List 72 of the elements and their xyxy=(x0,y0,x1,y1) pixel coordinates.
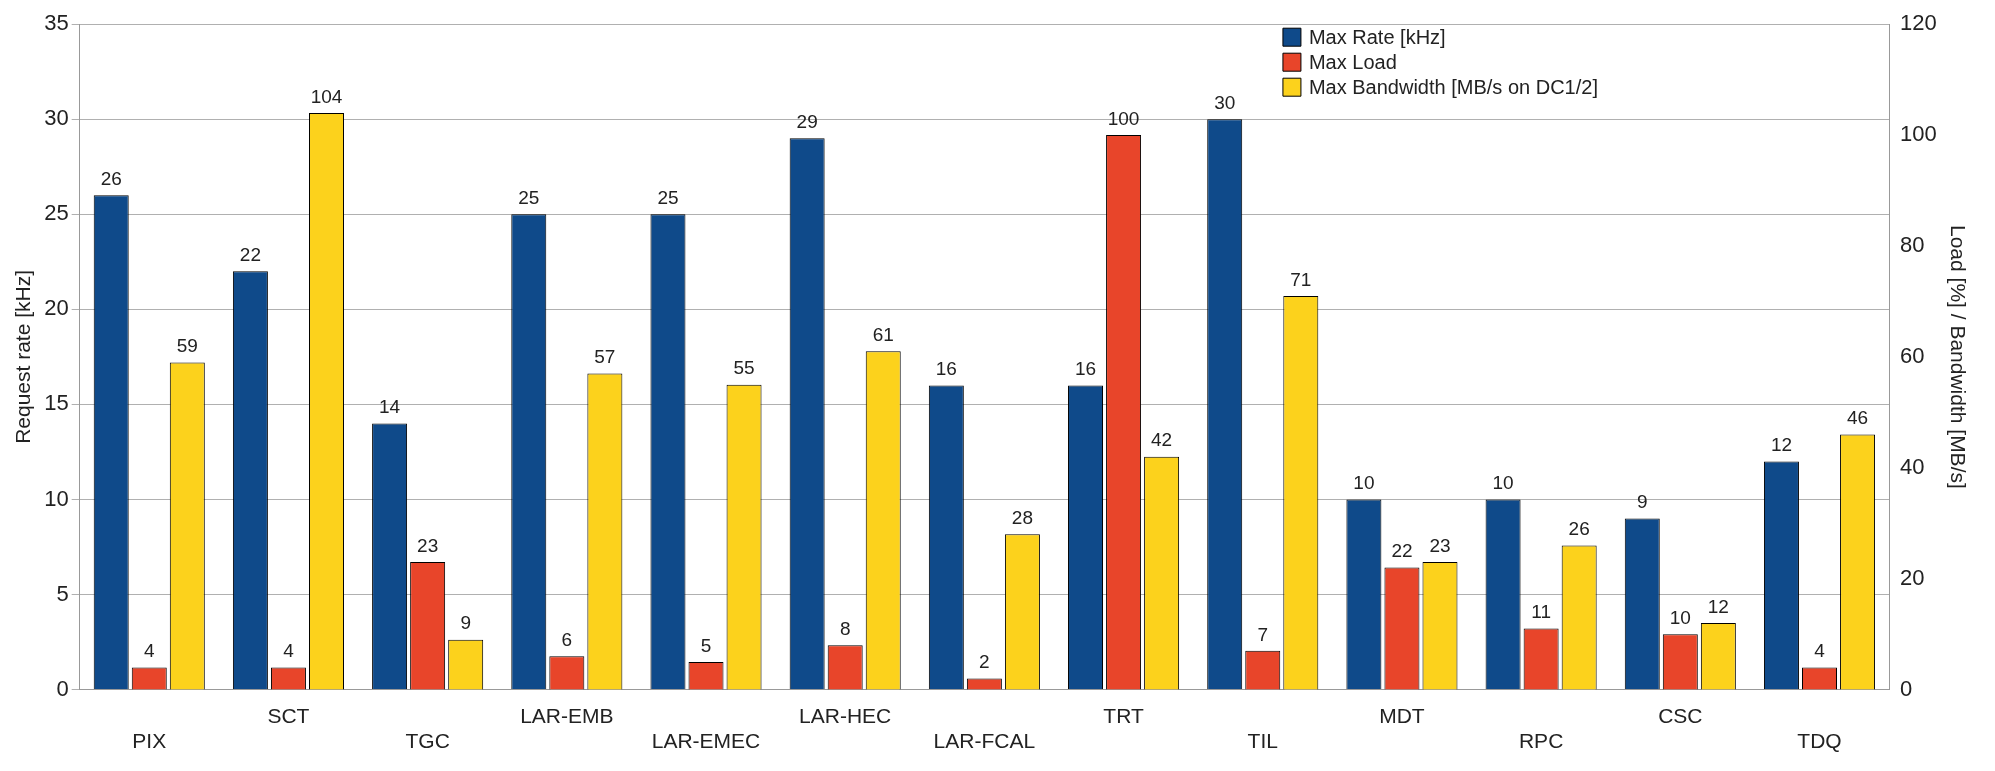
y2-tick-label: 40 xyxy=(1900,453,1925,479)
y-tick-label: 25 xyxy=(44,200,69,226)
data-label: 4 xyxy=(143,640,155,662)
data-label: 6 xyxy=(561,629,573,651)
x-tick-label: PIX xyxy=(132,729,167,753)
data-label: 2 xyxy=(979,651,990,673)
data-label: 12 xyxy=(1770,434,1793,456)
data-label: 59 xyxy=(176,335,198,357)
data-label: 29 xyxy=(796,111,818,132)
data-label: 25 xyxy=(518,187,540,209)
data-label: 4 xyxy=(1814,640,1826,662)
y-tick-label: 35 xyxy=(44,10,69,36)
data-label: 55 xyxy=(733,357,755,379)
data-label: 26 xyxy=(1568,518,1590,540)
y2-tick-label: 60 xyxy=(1900,342,1925,368)
data-label: 57 xyxy=(594,346,616,368)
y2-tick-label: 100 xyxy=(1900,121,1937,147)
y2-tick-label: 120 xyxy=(1900,10,1937,36)
data-label: 10 xyxy=(1669,606,1691,628)
data-label: 71 xyxy=(1290,268,1312,290)
legend-label: Max Bandwidth [MB/s on DC1/2] xyxy=(1308,75,1598,98)
data-label: 10 xyxy=(1492,472,1514,494)
y2-axis-title: Load [%] / Bandwidth [MB/s] xyxy=(1946,224,1970,489)
x-tick-label: LAR-EMB xyxy=(520,704,614,727)
x-tick-label: TIL xyxy=(1247,729,1278,753)
data-label: 10 xyxy=(1353,472,1375,494)
x-tick-label: MDT xyxy=(1379,704,1425,727)
data-label: 5 xyxy=(700,634,712,656)
y-tick-label: 5 xyxy=(56,580,69,606)
x-tick-label: CSC xyxy=(1658,704,1703,727)
y2-tick-label: 0 xyxy=(1900,675,1913,701)
x-tick-label: LAR-FCAL xyxy=(933,729,1036,753)
data-label: 7 xyxy=(1257,623,1269,645)
y-tick-label: 15 xyxy=(44,390,69,416)
data-label: 12 xyxy=(1707,595,1729,617)
y-tick-label: 10 xyxy=(44,485,69,511)
x-tick-label: LAR-EMEC xyxy=(651,729,761,753)
y-tick-label: 20 xyxy=(44,295,69,321)
x-tick-label: LAR-HEC xyxy=(799,704,892,727)
y2-tick-label: 20 xyxy=(1900,564,1925,590)
y2-tick-label: 80 xyxy=(1900,232,1925,258)
data-label: 16 xyxy=(1074,358,1097,380)
data-label: 23 xyxy=(1429,534,1451,556)
data-label: 23 xyxy=(417,534,439,556)
data-label: 46 xyxy=(1846,407,1869,429)
legend-label: Max Rate [kHz] xyxy=(1308,25,1446,48)
data-label: 104 xyxy=(310,85,343,107)
data-label: 14 xyxy=(379,396,401,418)
data-label: 11 xyxy=(1531,601,1551,623)
x-tick-label: TDQ xyxy=(1797,729,1842,753)
y-axis-title: Request rate [kHz] xyxy=(11,269,35,444)
data-label: 9 xyxy=(460,612,471,634)
data-label: 28 xyxy=(1011,507,1033,529)
data-label: 22 xyxy=(1391,540,1413,562)
x-tick-label: TGC xyxy=(405,729,450,753)
data-label: 61 xyxy=(872,324,894,346)
data-label: 100 xyxy=(1107,107,1140,129)
data-label: 30 xyxy=(1214,91,1236,113)
y-tick-label: 30 xyxy=(44,105,69,131)
data-label: 25 xyxy=(657,187,679,209)
data-label: 9 xyxy=(1636,491,1648,513)
x-tick-label: SCT xyxy=(267,704,310,727)
data-label: 42 xyxy=(1151,429,1173,451)
data-label: 4 xyxy=(283,640,295,662)
y-tick-label: 0 xyxy=(56,675,69,701)
data-label: 22 xyxy=(239,244,261,266)
data-label: 26 xyxy=(100,168,122,190)
x-tick-label: TRT xyxy=(1103,704,1144,727)
data-label: 16 xyxy=(935,358,957,380)
data-label: 8 xyxy=(839,617,851,639)
legend-label: Max Load xyxy=(1308,50,1397,73)
x-tick-label: RPC xyxy=(1518,729,1564,753)
